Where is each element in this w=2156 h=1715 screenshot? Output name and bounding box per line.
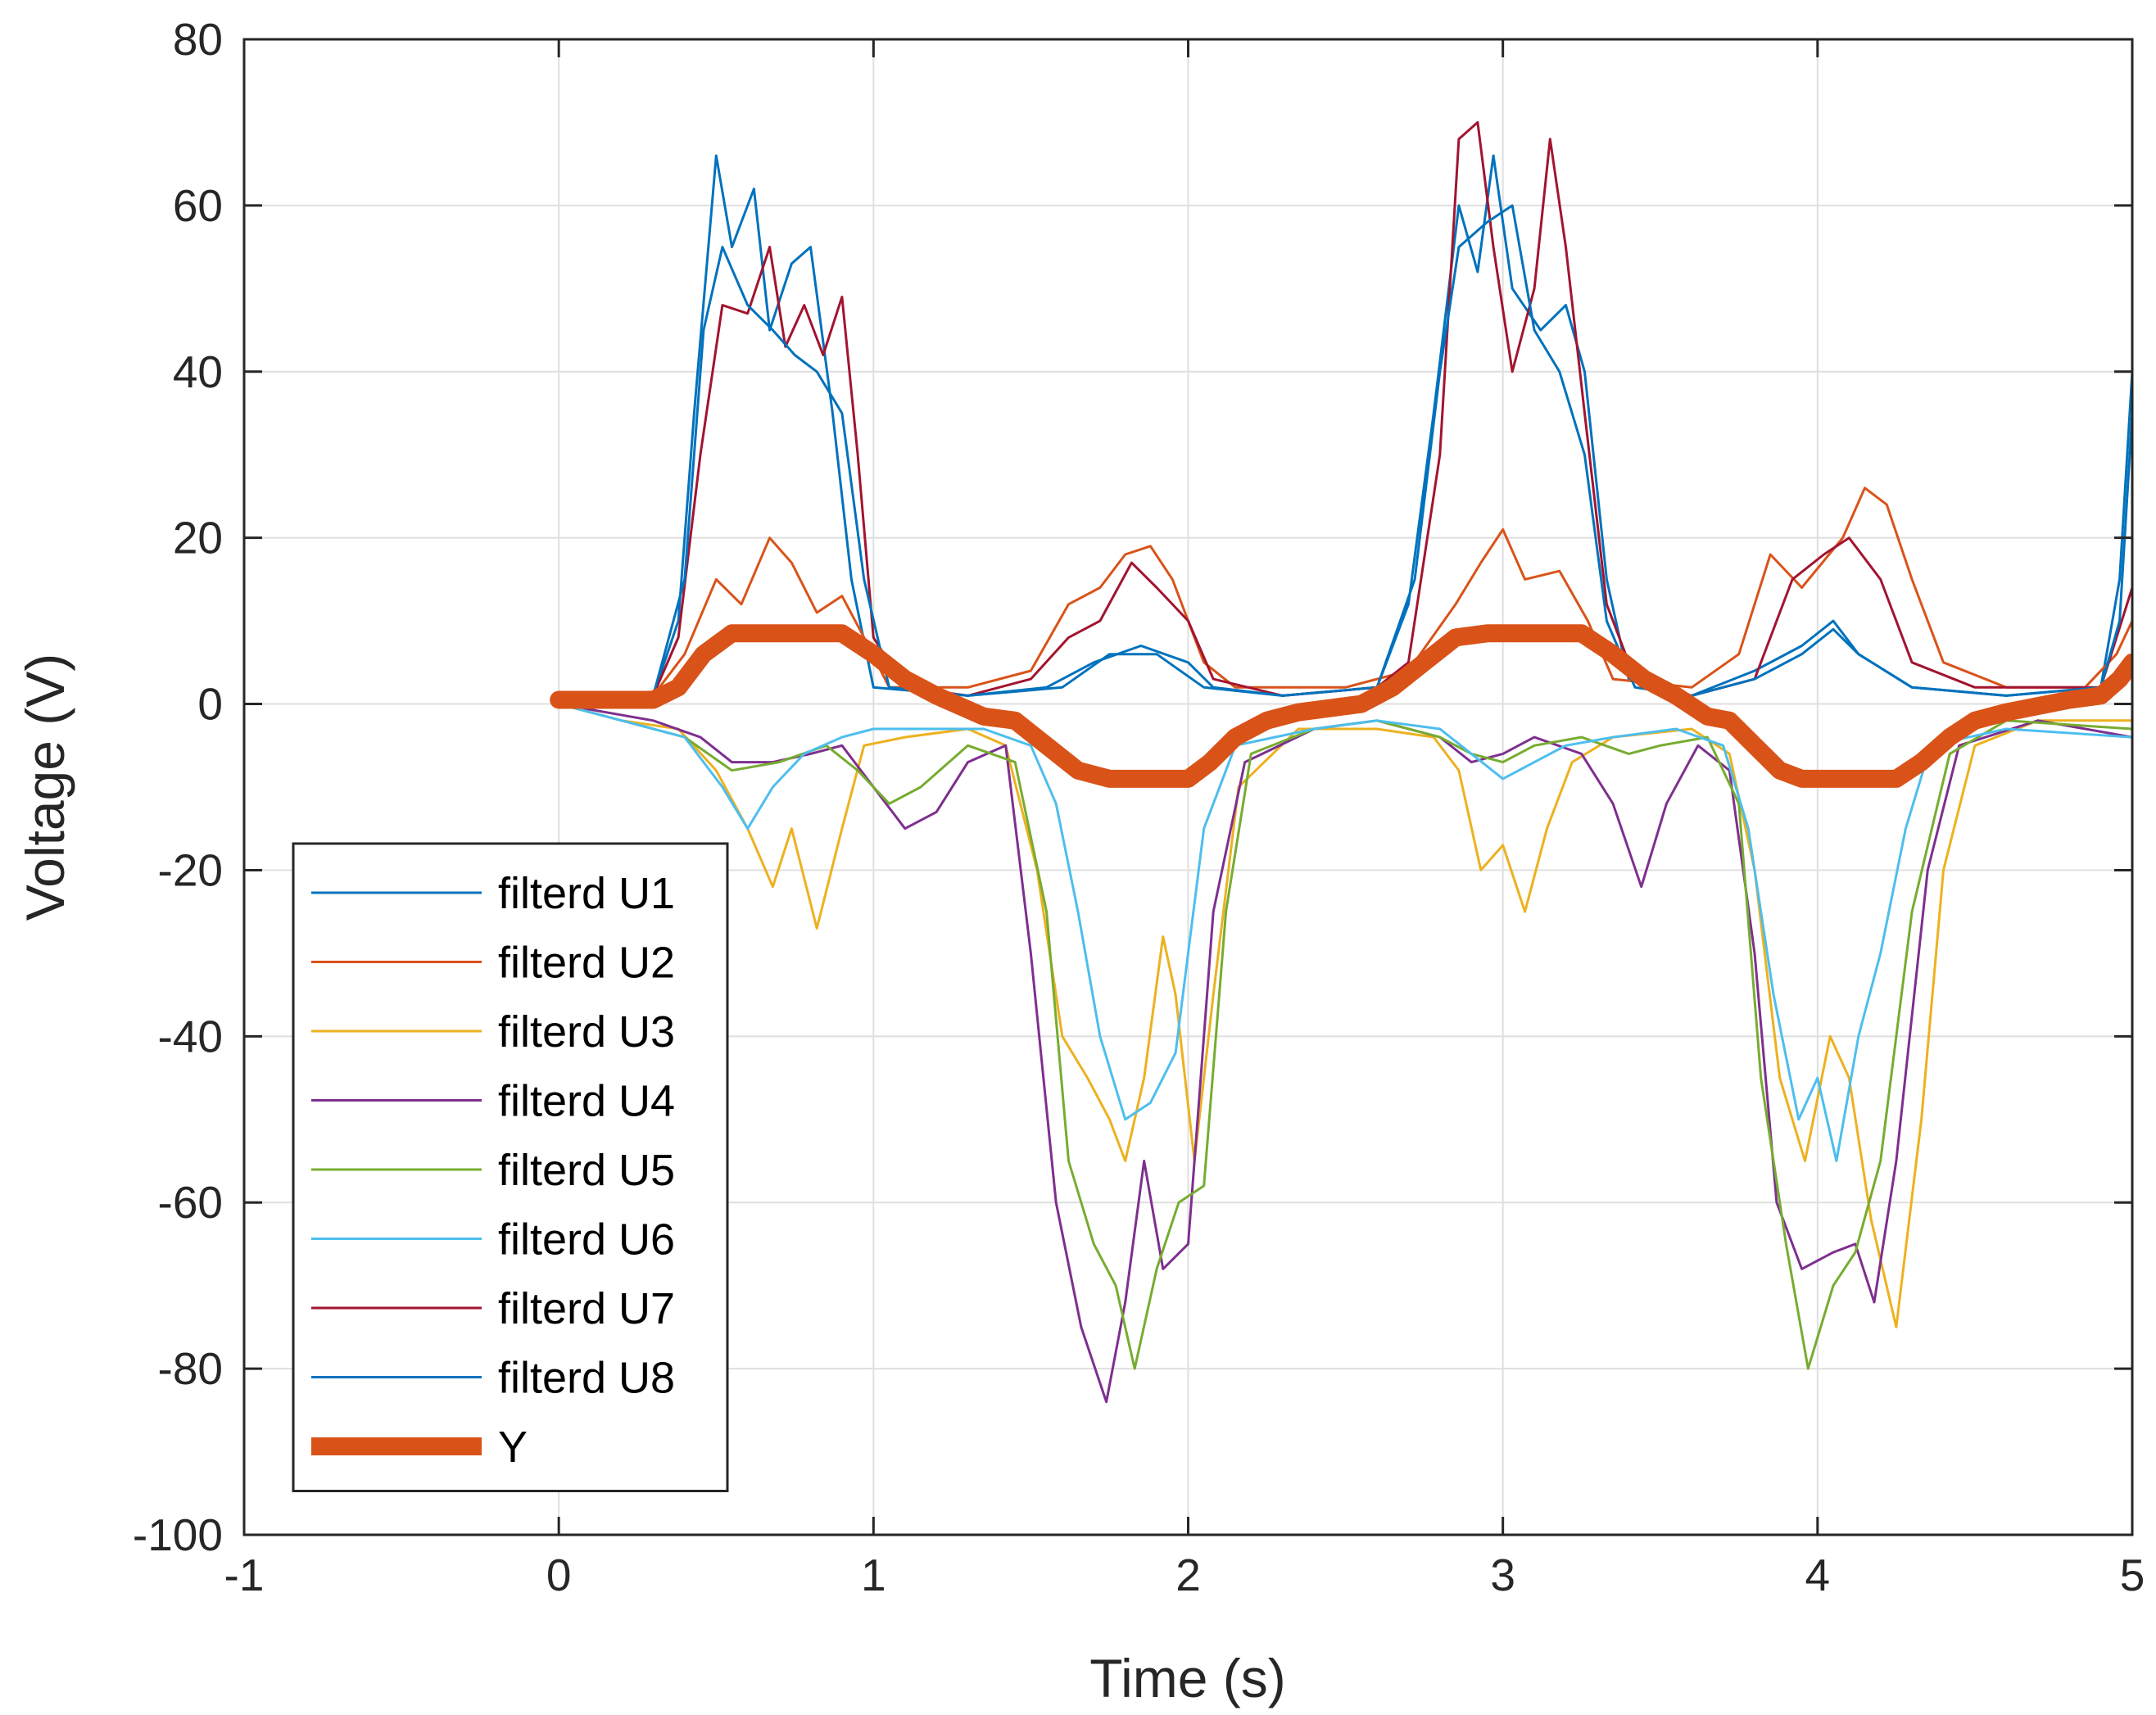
- series-line-filterd-u2: [557, 486, 2132, 706]
- legend-label: filterd U4: [498, 1077, 675, 1126]
- legend-label: filterd U5: [498, 1146, 675, 1195]
- series-line-filterd-u6: [557, 703, 2132, 1162]
- x-tick-label: 2: [1175, 1550, 1201, 1600]
- x-tick-label: 3: [1490, 1550, 1515, 1600]
- y-tick-label: 80: [173, 14, 223, 65]
- legend-label: filterd U8: [498, 1354, 675, 1403]
- series-layer: [550, 120, 2132, 1404]
- y-tick-label: -20: [158, 844, 224, 895]
- y-tick-label: -100: [133, 1509, 223, 1560]
- series-line-y: [550, 624, 2132, 788]
- legend: filterd U1 filterd U2 filterd U3 filterd U4…: [292, 842, 729, 1492]
- x-tick-label: 5: [2120, 1550, 2145, 1600]
- x-axis-title: Time (s): [1089, 1648, 1286, 1708]
- legend-label: Y: [498, 1423, 528, 1472]
- legend-label: filterd U2: [498, 939, 675, 988]
- legend-label: filterd U3: [498, 1007, 675, 1057]
- legend-label: filterd U6: [498, 1215, 675, 1265]
- y-tick-label: -40: [158, 1011, 224, 1061]
- x-tick-label: -1: [224, 1550, 265, 1600]
- y-tick-label: -80: [158, 1343, 224, 1394]
- x-tick-label: 1: [861, 1550, 886, 1600]
- y-tick-label: 20: [173, 513, 223, 563]
- legend-box: [292, 842, 729, 1492]
- y-tick-label: 0: [197, 679, 223, 730]
- legend-label: filterd U7: [498, 1284, 675, 1333]
- x-tick-label: 0: [546, 1550, 572, 1600]
- y-tick-label: -60: [158, 1177, 224, 1228]
- series-line-filterd-u3: [557, 703, 2132, 1328]
- series-line-filterd-u5: [557, 703, 2132, 1370]
- y-tick-label: 60: [173, 180, 223, 231]
- y-tick-label: 40: [173, 346, 223, 397]
- y-axis-title: Voltage (V): [15, 654, 75, 921]
- series-line-filterd-u8: [557, 204, 2132, 706]
- ticks: [242, 38, 2134, 1536]
- tick-labels: -1 0 1 2 3 4 5 80 60 40 20 0 -20 -40 -60 -80 -100: [133, 14, 2145, 1600]
- legend-label: filterd U1: [498, 869, 675, 918]
- x-tick-label: 4: [1805, 1550, 1831, 1600]
